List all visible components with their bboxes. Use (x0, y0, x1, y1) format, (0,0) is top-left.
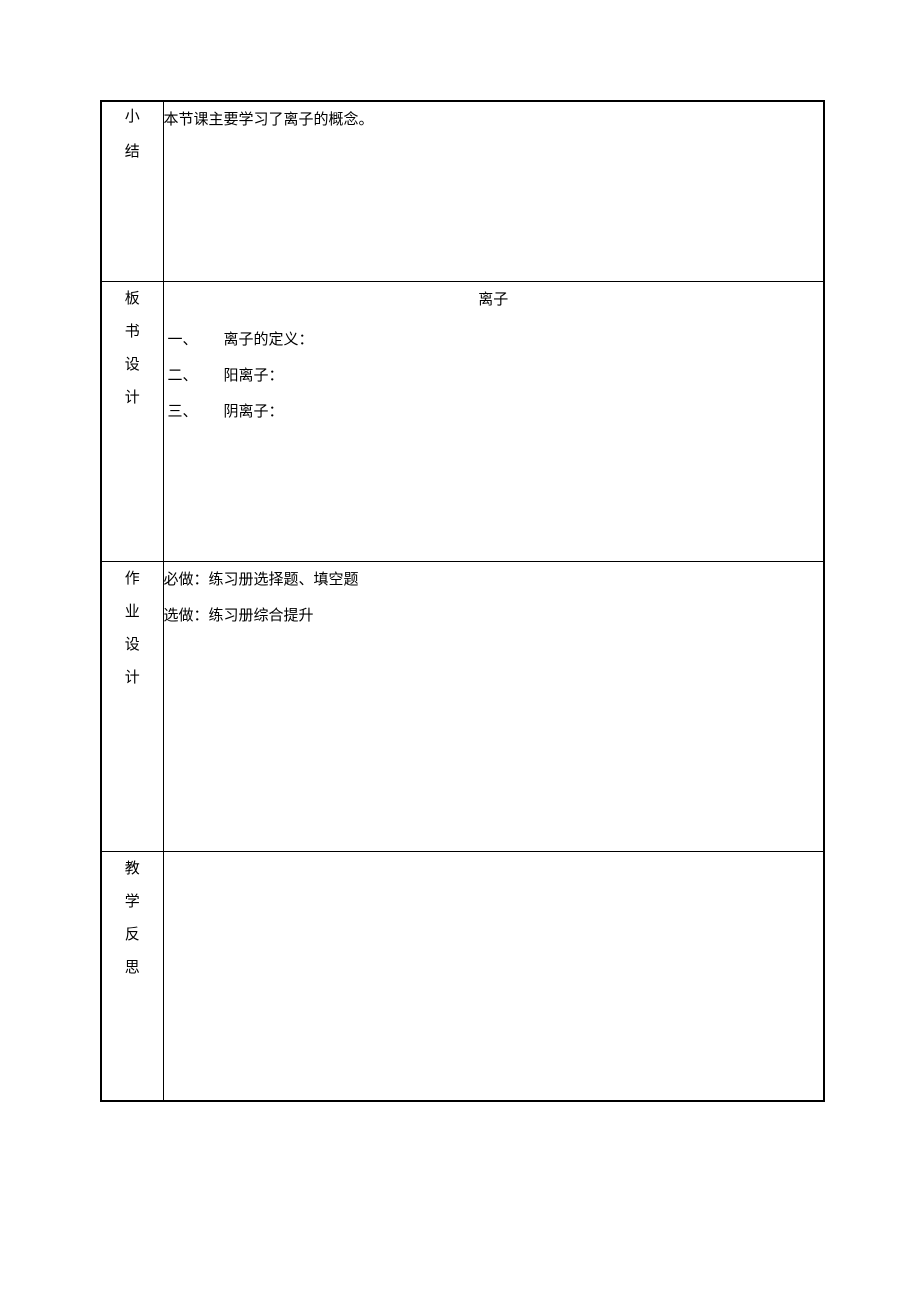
content-reflect (163, 851, 824, 1101)
label-homework: 作 业 设 计 (101, 561, 163, 851)
label-char: 计 (102, 671, 163, 686)
homework-line: 选做：练习册综合提升 (164, 598, 824, 634)
content-board: 离子 一、 离子的定义： 二、 阳离子： 三、 阴离子： (163, 281, 824, 561)
label-reflect: 教 学 反 思 (101, 851, 163, 1101)
board-item: 三、 阴离子： (164, 394, 824, 430)
label-char: 结 (102, 145, 163, 160)
board-item-num: 三、 (164, 394, 224, 430)
board-item-num: 二、 (164, 358, 224, 394)
board-item-num: 一、 (164, 322, 224, 358)
content-homework: 必做：练习册选择题、填空题 选做：练习册综合提升 (163, 561, 824, 851)
label-char: 设 (102, 358, 163, 373)
board-list: 一、 离子的定义： 二、 阳离子： 三、 阴离子： (164, 322, 824, 430)
label-char: 书 (102, 325, 163, 340)
board-item-text: 阴离子： (224, 394, 284, 430)
label-char: 学 (102, 895, 163, 910)
label-summary: 小 结 (101, 101, 163, 281)
board-item: 一、 离子的定义： (164, 322, 824, 358)
board-item-text: 阳离子： (224, 358, 284, 394)
lesson-plan-table: 小 结 本节课主要学习了离子的概念。 板 书 设 计 离子 一、 离子的定义： … (100, 100, 825, 1102)
label-char: 作 (102, 572, 163, 587)
row-board: 板 书 设 计 离子 一、 离子的定义： 二、 阳离子： 三、 阴离子： (101, 281, 824, 561)
row-summary: 小 结 本节课主要学习了离子的概念。 (101, 101, 824, 281)
label-char: 设 (102, 638, 163, 653)
content-summary: 本节课主要学习了离子的概念。 (163, 101, 824, 281)
board-item: 二、 阳离子： (164, 358, 824, 394)
board-title: 离子 (164, 282, 824, 318)
label-char: 反 (102, 928, 163, 943)
homework-line: 必做：练习册选择题、填空题 (164, 562, 824, 598)
board-item-text: 离子的定义： (224, 322, 314, 358)
row-reflect: 教 学 反 思 (101, 851, 824, 1101)
label-char: 小 (102, 110, 163, 125)
label-char: 计 (102, 391, 163, 406)
label-char: 板 (102, 292, 163, 307)
summary-text: 本节课主要学习了离子的概念。 (164, 112, 374, 128)
row-homework: 作 业 设 计 必做：练习册选择题、填空题 选做：练习册综合提升 (101, 561, 824, 851)
label-char: 思 (102, 961, 163, 976)
label-char: 业 (102, 605, 163, 620)
label-board: 板 书 设 计 (101, 281, 163, 561)
label-char: 教 (102, 862, 163, 877)
